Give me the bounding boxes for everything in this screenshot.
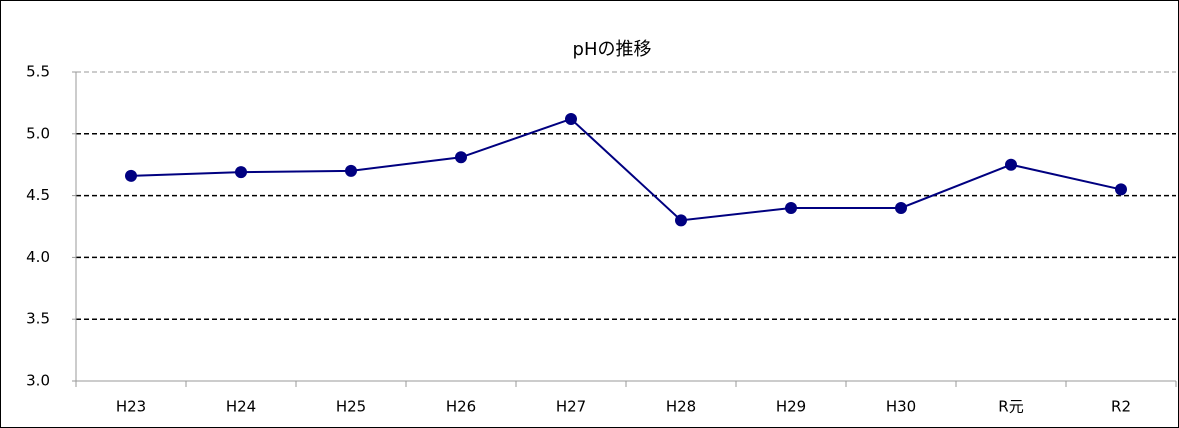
x-tick-label: H23 [116, 398, 146, 416]
y-tick-label: 4.5 [26, 186, 50, 204]
x-tick-label: H29 [776, 398, 806, 416]
x-tick-label: H26 [446, 398, 476, 416]
y-tick-label: 3.0 [26, 372, 50, 390]
x-tick-label: H25 [336, 398, 366, 416]
data-point [455, 151, 467, 164]
data-point [565, 112, 577, 125]
data-point [1115, 183, 1127, 196]
x-tick-label: H27 [556, 398, 586, 416]
x-tick-label: R2 [1111, 398, 1131, 416]
data-point [785, 201, 797, 214]
data-point [895, 201, 907, 214]
x-tick-label: H24 [226, 398, 256, 416]
x-tick-label: H28 [666, 398, 696, 416]
series-line [130, 117, 1122, 222]
y-tick-label: 3.5 [26, 310, 50, 328]
chart-title: pHの推移 [573, 39, 652, 60]
data-point [345, 164, 357, 177]
data-point [125, 169, 137, 182]
x-tick-label: R元 [998, 398, 1023, 416]
data-point [675, 214, 687, 227]
y-tick-label: 5.0 [26, 124, 50, 142]
x-tick-label: H30 [886, 398, 916, 416]
y-tick-label: 4.0 [26, 248, 50, 266]
data-point [1005, 158, 1017, 171]
data-point [235, 166, 247, 179]
y-tick-label: 5.5 [26, 63, 50, 81]
